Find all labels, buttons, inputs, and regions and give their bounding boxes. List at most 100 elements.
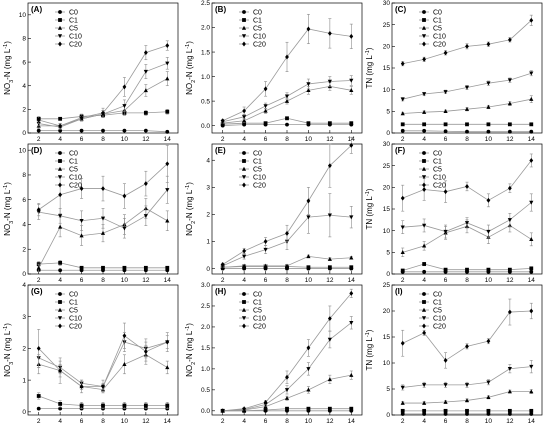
data-point [143, 214, 148, 219]
y-axis-title-end: ) [365, 47, 374, 50]
y-axis-title-rest: -N (mg L [3, 330, 12, 362]
data-point [79, 128, 84, 133]
series-c20 [36, 40, 170, 129]
legend-label: C20 [69, 323, 82, 330]
data-point [101, 186, 105, 192]
y-axis-title-main: NO [185, 365, 194, 377]
series-line [38, 335, 168, 387]
x-tick-label: 2 [37, 277, 41, 284]
data-point [327, 30, 332, 36]
data-point [507, 122, 512, 127]
y-tick-label: 1.0 [201, 74, 210, 81]
y-tick-label: 25 [383, 163, 391, 170]
legend-marker [421, 316, 427, 321]
data-point [443, 267, 448, 272]
y-tick-label: 10 [19, 147, 27, 154]
data-point [263, 104, 268, 109]
data-point [464, 221, 470, 226]
data-point [529, 269, 534, 274]
legend-marker [57, 25, 63, 30]
data-point [400, 225, 405, 230]
legend-label: C5 [433, 166, 442, 173]
data-point [143, 403, 148, 408]
data-point [443, 399, 448, 404]
data-point [306, 82, 311, 87]
data-point [465, 129, 469, 134]
x-tick-label: 2 [401, 277, 405, 284]
x-tick-label: 2 [401, 418, 405, 425]
data-point [242, 263, 247, 268]
legend-marker [58, 300, 62, 304]
data-point [507, 412, 512, 416]
x-tick-label: 8 [101, 277, 105, 284]
data-point [507, 408, 512, 413]
data-point [285, 230, 289, 236]
legend-label: C20 [253, 41, 266, 48]
data-point [529, 129, 534, 134]
x-tick-label: 10 [485, 418, 493, 425]
data-point [242, 248, 247, 254]
data-point [143, 111, 148, 115]
y-tick-label: 10 [383, 87, 391, 94]
y-tick-label: 1.5 [201, 345, 210, 352]
data-point [507, 78, 512, 83]
data-point [327, 316, 332, 322]
legend-marker [242, 300, 246, 304]
y-tick-label: 0 [206, 266, 210, 273]
data-point [422, 223, 427, 228]
y-axis-title-main: TN (mg L [365, 196, 374, 230]
legend-label: C5 [253, 166, 262, 173]
y-tick-label: 0.5 [201, 387, 210, 394]
data-point [306, 254, 311, 259]
y-axis-title-rest: -N (mg L [3, 48, 12, 80]
data-point [143, 265, 148, 270]
x-tick-label: 12 [326, 277, 334, 284]
y-tick-label: 1 [206, 239, 210, 246]
data-point [486, 81, 491, 86]
series-c10 [220, 75, 354, 124]
legend-label: C10 [433, 33, 446, 40]
legend-marker [58, 151, 62, 155]
data-point [349, 215, 354, 220]
y-tick-label: 20 [383, 44, 391, 51]
panel-a: (A) 2 4 6 8 10 12 14 0 2 4 6 8 10 NO3-N (mg L-1) C0C1C5… [3, 2, 179, 143]
series-c0 [400, 269, 534, 274]
data-point [486, 338, 491, 344]
series-line [38, 341, 168, 387]
legend-label: C5 [433, 25, 442, 32]
data-point [165, 76, 170, 81]
legend-label: C20 [433, 323, 446, 330]
legend-marker [57, 307, 63, 312]
data-point [327, 265, 332, 270]
x-tick-label: 4 [422, 418, 426, 425]
y-axis-title-main: NO [3, 365, 12, 377]
data-point [529, 389, 534, 394]
data-point [400, 400, 405, 405]
data-point [165, 403, 170, 408]
legend-label: C0 [69, 291, 78, 298]
x-tick-label: 4 [58, 418, 62, 425]
data-point [284, 263, 290, 268]
data-point [349, 33, 354, 39]
series-c0 [36, 128, 170, 134]
x-tick-label: 6 [444, 277, 448, 284]
data-point [165, 265, 170, 270]
series-c1 [36, 392, 170, 409]
y-tick-label: 30 [383, 141, 391, 148]
data-point [58, 214, 63, 219]
data-point [422, 383, 427, 388]
x-tick-label: 2 [401, 136, 405, 143]
y-tick-label: 0 [386, 130, 390, 137]
legend-marker [422, 182, 426, 188]
data-point [165, 129, 170, 134]
data-point [465, 343, 469, 349]
y-axis-title-main: NO [185, 83, 194, 95]
data-point [443, 383, 448, 388]
y-axis-title-sup: -1 [3, 44, 9, 49]
data-point [422, 109, 427, 114]
y-tick-label: 2.0 [201, 324, 210, 331]
data-point [285, 374, 289, 380]
legend-label: C20 [69, 41, 82, 48]
